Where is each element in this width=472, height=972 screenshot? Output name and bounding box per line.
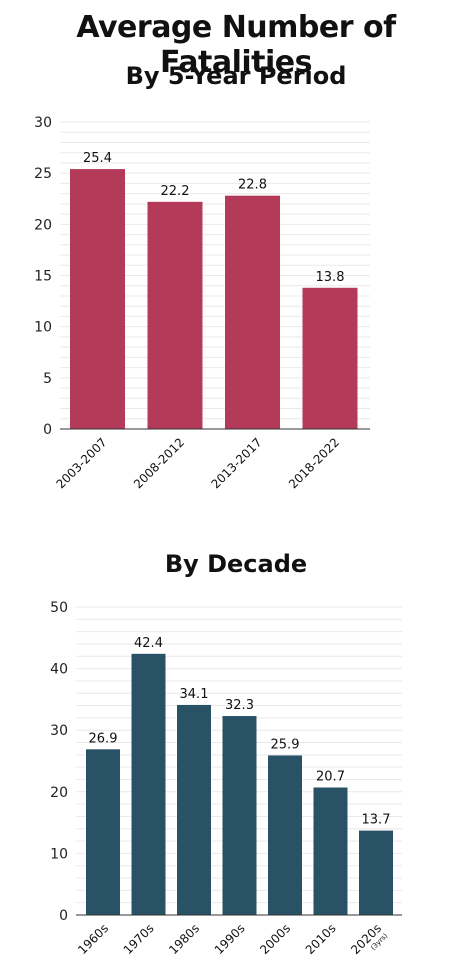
y-tick-label-40: 40 <box>50 662 68 678</box>
y-tick-label-30: 30 <box>50 723 68 739</box>
bar-1970s <box>131 653 166 915</box>
chart-5-year-period: By 5-Year Period 0 5 10 15 20 25 30 25.4 2003-20… <box>0 62 472 522</box>
bar-2018-2022 <box>302 287 358 429</box>
x-tick-label-2008-2012: 2008-2012 <box>131 435 187 491</box>
x-tick-label-1990s: 1990s <box>212 921 248 957</box>
data-label-1960s: 26.9 <box>89 731 118 746</box>
y-tick-label-10: 10 <box>50 846 68 862</box>
chart-5-year-svg: 0 5 10 15 20 25 30 25.4 2003-2007 22.2 2008-2012 22… <box>34 115 370 491</box>
y-tick-label-30: 30 <box>34 115 52 131</box>
chart-decade-svg: 0 10 20 30 40 50 26.9 1960s 42.4 1970s 34.1 1980s 32… <box>50 600 402 957</box>
chart-title-5-year: By 5-Year Period <box>125 62 347 90</box>
data-label-2013-2017: 22.8 <box>238 178 267 193</box>
x-tick-label-2010s: 2010s <box>303 921 339 957</box>
x-tick-label-2018-2022: 2018-2022 <box>286 435 342 491</box>
data-label-2003-2007: 25.4 <box>83 151 112 166</box>
bar-2008-2012 <box>147 201 203 429</box>
data-label-2008-2012: 22.2 <box>161 184 190 199</box>
y-tick-label-20: 20 <box>34 217 52 233</box>
x-tick-label-2000s: 2000s <box>257 921 293 957</box>
y-tick-label-0: 0 <box>59 908 68 924</box>
chart-title-decade: By Decade <box>164 550 308 578</box>
y-tick-label-50: 50 <box>50 600 68 616</box>
bar-2010s <box>313 787 348 915</box>
data-label-1990s: 32.3 <box>225 698 254 713</box>
main-title: Average Number of Fatalities <box>76 10 396 80</box>
bar-2000s <box>268 755 302 915</box>
data-label-2018-2022: 13.8 <box>316 270 345 285</box>
x-tick-label-2013-2017: 2013-2017 <box>208 435 264 491</box>
y-tick-label-25: 25 <box>34 166 52 182</box>
bar-1990s <box>222 716 257 915</box>
data-label-2020s: 13.7 <box>362 813 391 828</box>
bar-1960s <box>86 749 120 915</box>
y-tick-label-10: 10 <box>34 320 52 336</box>
x-tick-label-1970s: 1970s <box>121 921 157 957</box>
y-tick-label-20: 20 <box>50 785 68 801</box>
bar-1980s <box>177 704 211 915</box>
x-tick-label-2003-2007: 2003-2007 <box>53 435 109 491</box>
x-tick-label-1980s: 1980s <box>166 921 202 957</box>
x-tick-label-1960s: 1960s <box>75 921 111 957</box>
chart-decade: By Decade 0 10 20 30 40 50 26.9 1960s 42.4 1970s 3… <box>0 550 472 970</box>
bar-2013-2017 <box>225 195 280 429</box>
y-tick-label-5: 5 <box>43 371 52 387</box>
y-tick-label-15: 15 <box>34 269 52 285</box>
data-label-2010s: 20.7 <box>316 769 345 784</box>
bar-2003-2007 <box>70 169 125 429</box>
data-label-1970s: 42.4 <box>134 636 163 651</box>
y-tick-label-0: 0 <box>43 422 52 438</box>
data-label-2000s: 25.9 <box>271 737 300 752</box>
data-label-1980s: 34.1 <box>180 687 209 702</box>
bar-2020s <box>359 830 393 915</box>
